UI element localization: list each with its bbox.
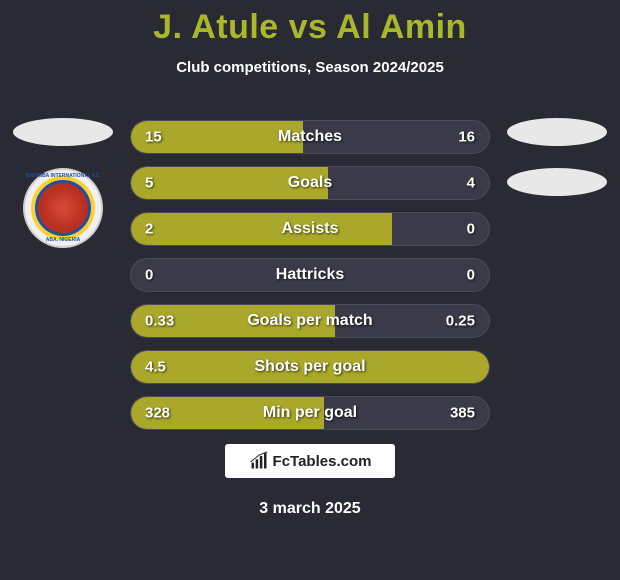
stat-bar: 328 Min per goal 385 (130, 396, 490, 430)
stat-right-value: 0.25 (446, 313, 475, 330)
player-flag-right (507, 118, 607, 146)
stat-left-value: 5 (145, 175, 153, 192)
stat-bars-container: 15 Matches 16 5 Goals 4 2 Assists 0 0 Hattricks 0 0.… (130, 120, 490, 442)
subtitle: Club competitions, Season 2024/2025 (0, 59, 620, 76)
stat-label: Matches (278, 128, 342, 146)
stat-left-value: 15 (145, 129, 162, 146)
stat-bar: 0.33 Goals per match 0.25 (130, 304, 490, 338)
stat-label: Shots per goal (254, 358, 365, 376)
right-player-column (502, 118, 612, 218)
stat-right-value: 385 (450, 405, 475, 422)
badge-inner-icon (35, 180, 91, 236)
club-badge-left: ENYIMBA INTERNATIONAL F.C ABA, NIGERIA (23, 168, 103, 248)
watermark: FcTables.com (225, 444, 395, 478)
stat-right-value: 0 (467, 267, 475, 284)
stat-bar: 2 Assists 0 (130, 212, 490, 246)
club-badge-right (507, 168, 607, 196)
page-title: J. Atule vs Al Amin (0, 0, 620, 47)
date-text: 3 march 2025 (259, 500, 360, 518)
stat-bar-fill (131, 213, 392, 245)
stat-bar: 4.5 Shots per goal (130, 350, 490, 384)
stat-left-value: 0 (145, 267, 153, 284)
stat-right-value: 0 (467, 221, 475, 238)
stat-label: Min per goal (263, 404, 357, 422)
badge-text-top: ENYIMBA INTERNATIONAL F.C (26, 173, 100, 179)
stat-bar: 15 Matches 16 (130, 120, 490, 154)
left-player-column: ENYIMBA INTERNATIONAL F.C ABA, NIGERIA (8, 118, 118, 248)
stat-bar: 5 Goals 4 (130, 166, 490, 200)
stat-label: Assists (282, 220, 339, 238)
badge-text-bottom: ABA, NIGERIA (46, 237, 80, 243)
stat-left-value: 4.5 (145, 359, 166, 376)
stat-label: Goals (288, 174, 332, 192)
stat-left-value: 328 (145, 405, 170, 422)
stat-right-value: 4 (467, 175, 475, 192)
stat-right-value: 16 (458, 129, 475, 146)
stat-bar: 0 Hattricks 0 (130, 258, 490, 292)
chart-icon (249, 451, 269, 471)
stat-label: Hattricks (276, 266, 344, 284)
player-flag-left (13, 118, 113, 146)
stat-left-value: 2 (145, 221, 153, 238)
watermark-text: FcTables.com (273, 453, 372, 470)
stat-left-value: 0.33 (145, 313, 174, 330)
stat-label: Goals per match (247, 312, 372, 330)
